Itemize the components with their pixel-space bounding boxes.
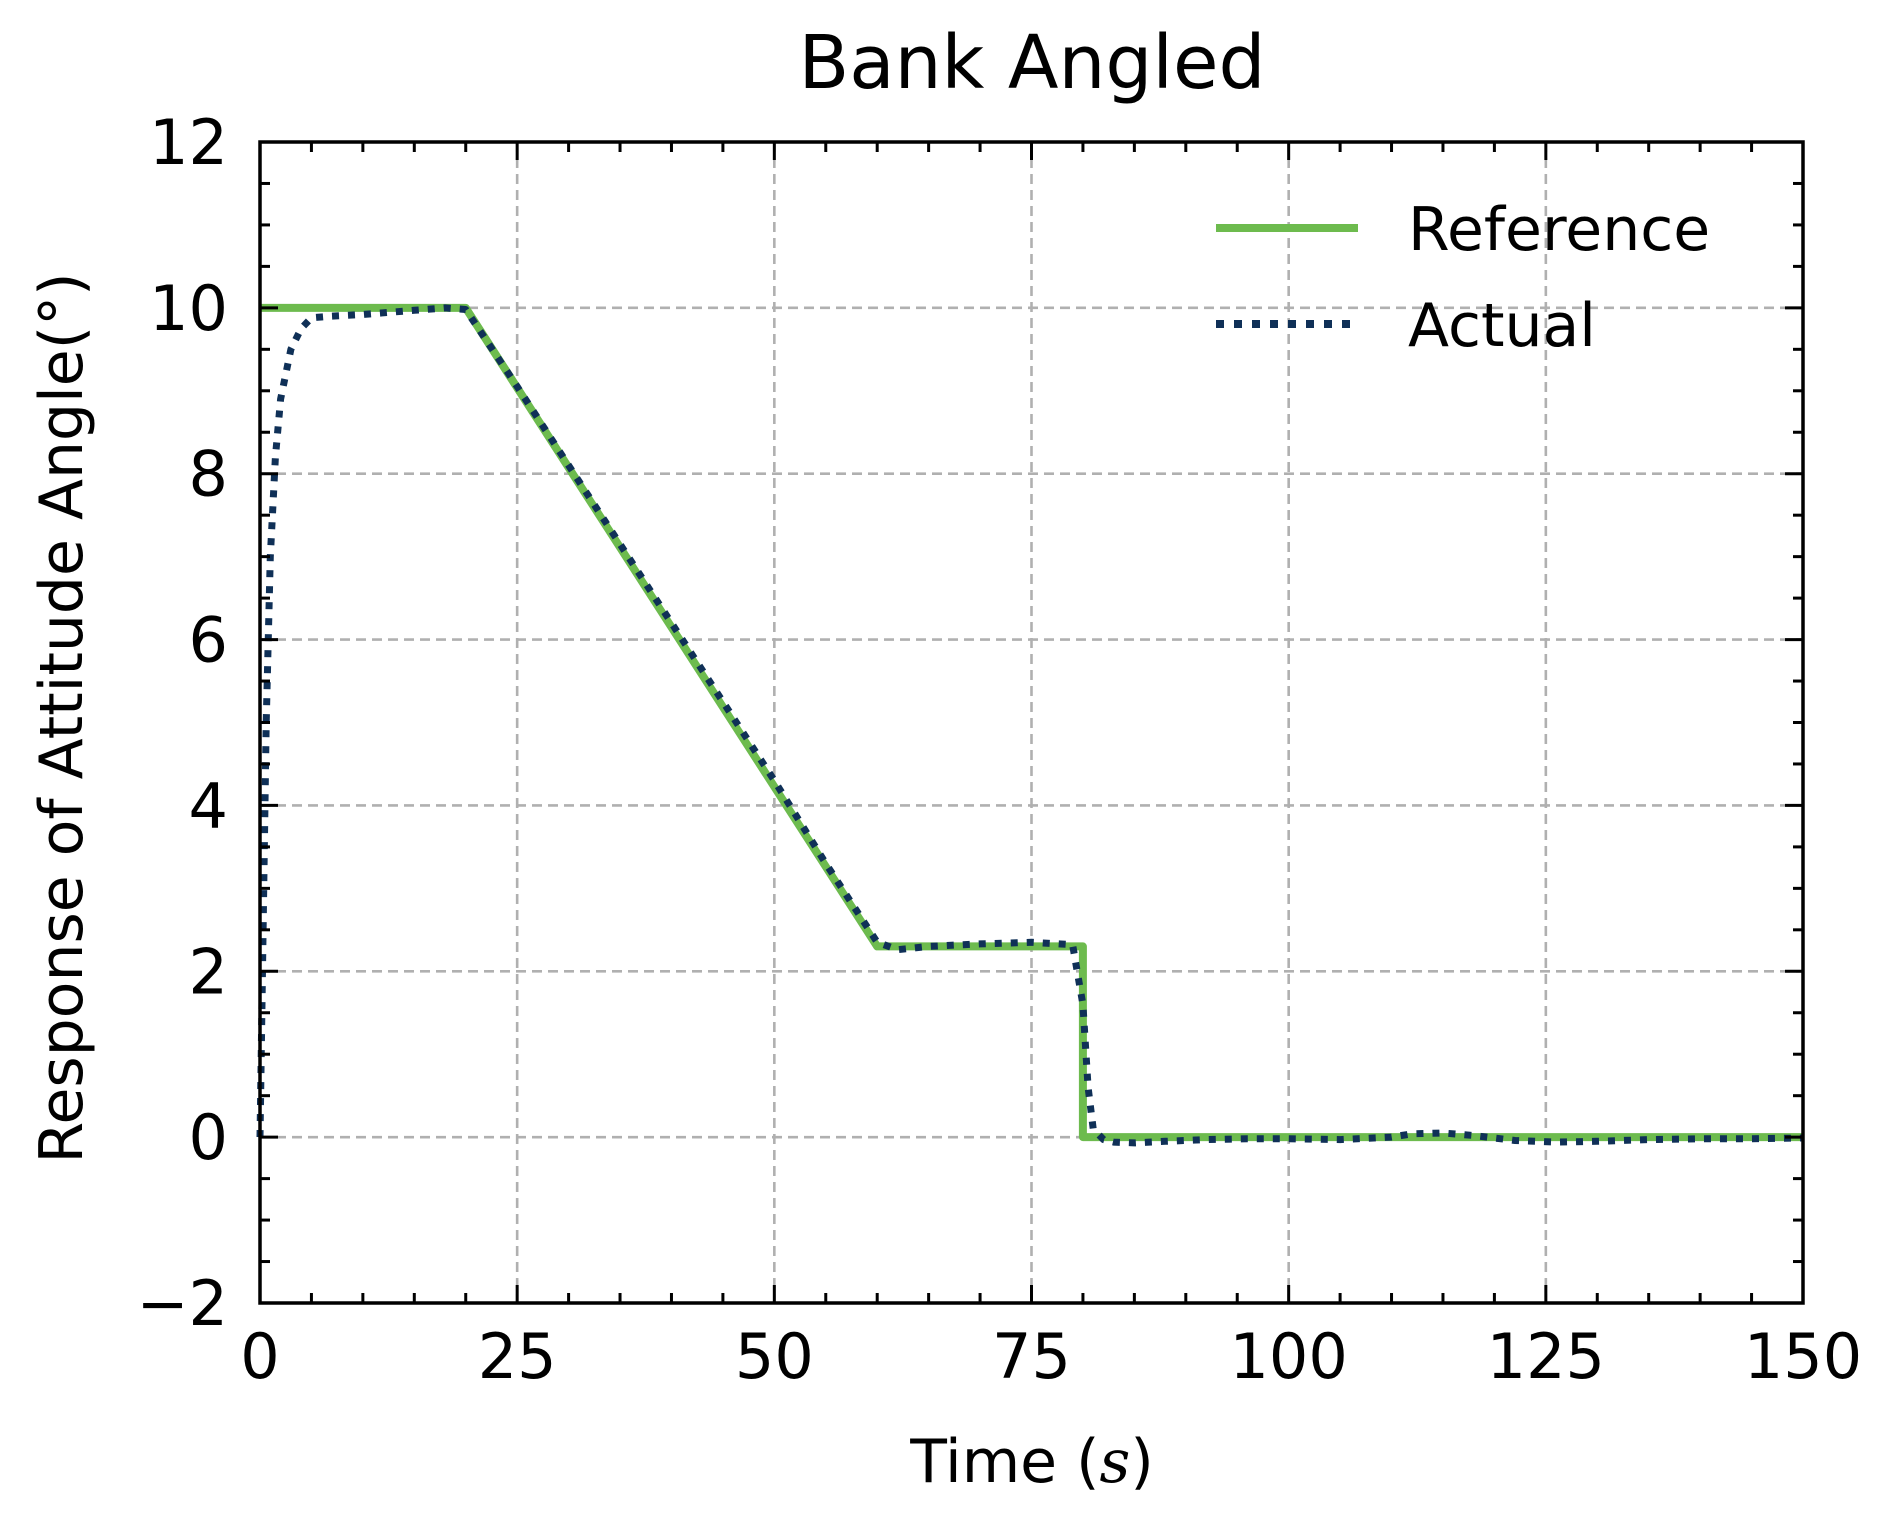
x-axis-label-close: )	[1130, 1427, 1153, 1497]
x-axis-label: Time (s)	[909, 1427, 1154, 1497]
x-tick-label: 150	[1744, 1320, 1862, 1393]
x-tick-label: 75	[992, 1320, 1071, 1393]
y-tick-label: 4	[189, 769, 228, 842]
legend-label-reference: Reference	[1408, 195, 1710, 265]
series-layer	[256, 303, 1804, 1147]
y-tick-label: 2	[189, 935, 228, 1008]
y-tick-label: 6	[189, 604, 228, 677]
legend-label-actual: Actual	[1408, 291, 1596, 361]
tick-layer	[258, 140, 1805, 1305]
x-tick-label: 125	[1487, 1320, 1605, 1393]
series-line-actual	[256, 304, 1804, 1147]
grid-layer	[260, 142, 1803, 1303]
x-tick-label: 25	[478, 1320, 557, 1393]
y-tick-label: 8	[189, 438, 228, 511]
x-axis-label-variable: s	[1100, 1427, 1131, 1497]
x-tick-label: 0	[240, 1320, 279, 1393]
x-tick-label: 50	[735, 1320, 814, 1393]
legend: Reference Actual	[1216, 195, 1710, 361]
chart-title: Bank Angled	[799, 20, 1266, 106]
y-tick-label: 12	[149, 106, 228, 179]
y-tick-label: −2	[137, 1267, 228, 1340]
x-axis-label-text: Time (	[909, 1427, 1099, 1497]
x-tick-label: 100	[1229, 1320, 1347, 1393]
y-tick-label: 0	[189, 1101, 228, 1174]
y-axis-label: Response of Attitude Angle(°)	[27, 272, 97, 1163]
y-tick-label: 10	[149, 272, 228, 345]
